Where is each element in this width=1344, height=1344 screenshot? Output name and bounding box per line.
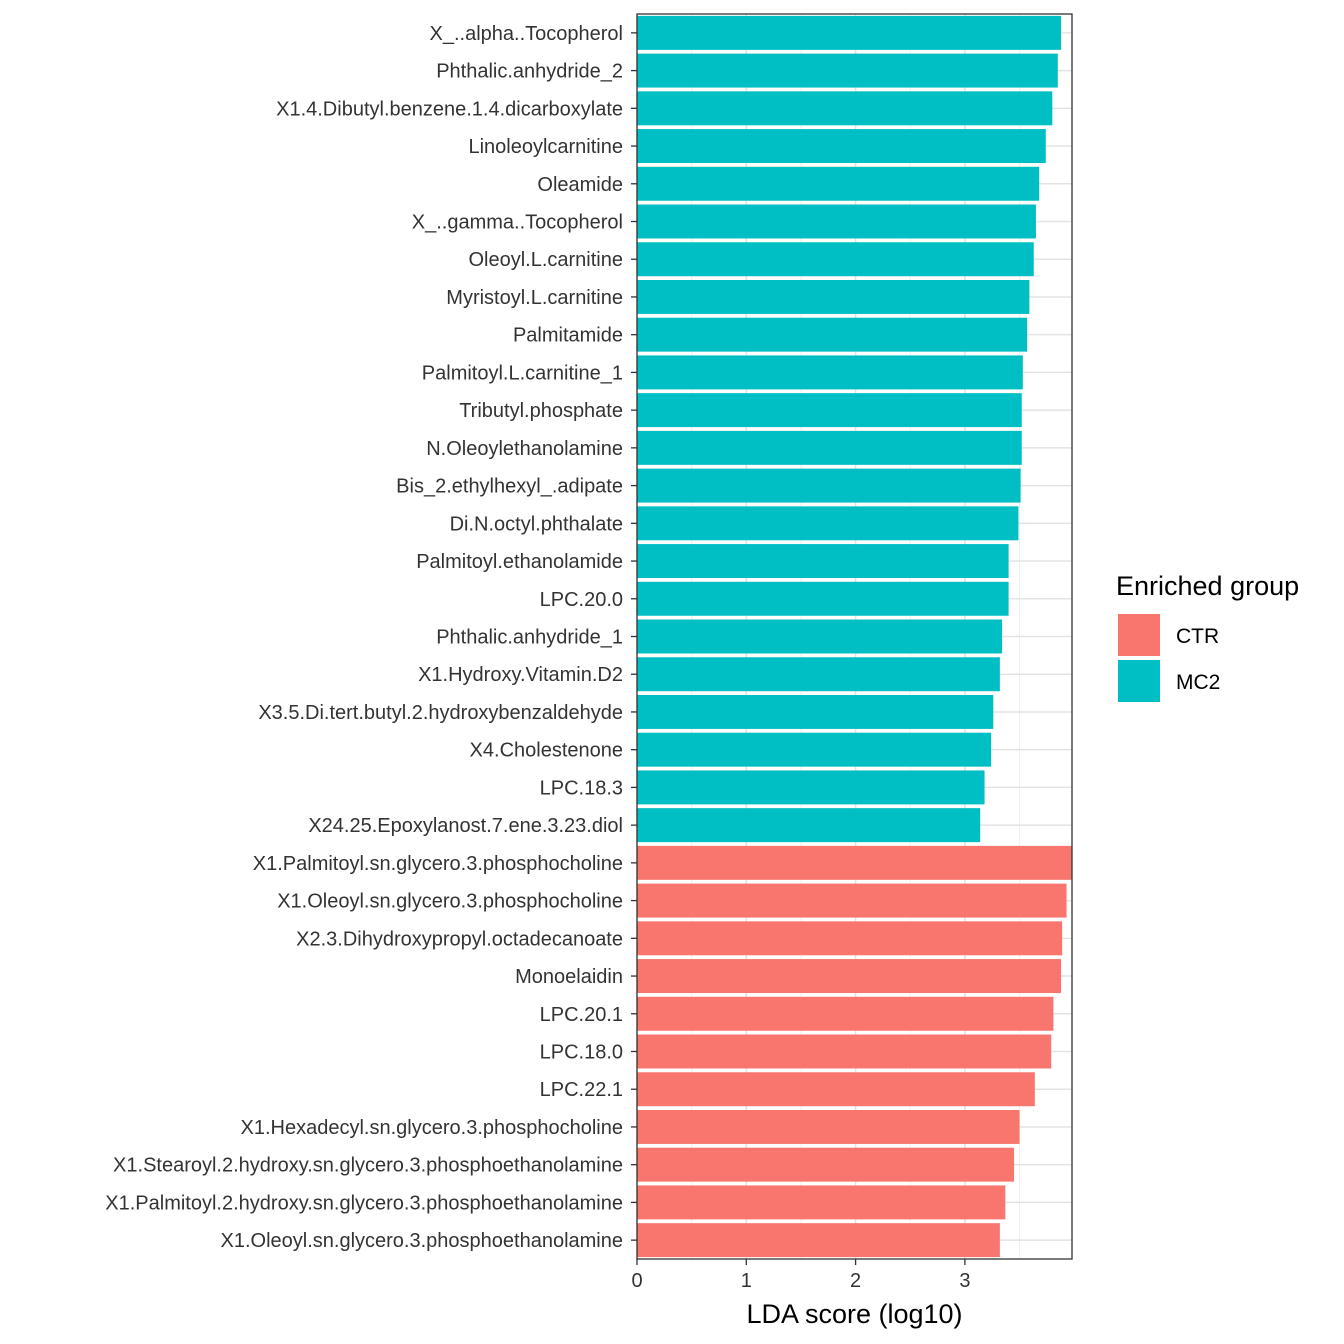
y-tick-label: X1.Oleoyl.sn.glycero.3.phosphoethanolami…: [221, 1230, 623, 1252]
bar-mc2: [637, 581, 1009, 616]
y-tick-label: X_..alpha..Tocopherol: [430, 23, 623, 45]
bar-ctr: [637, 921, 1063, 956]
legend-label-mc2: MC2: [1176, 671, 1220, 694]
bar-mc2: [637, 506, 1019, 541]
y-tick-label: Linoleoylcarnitine: [468, 136, 623, 158]
bar-mc2: [637, 317, 1028, 352]
bar-ctr: [637, 959, 1062, 994]
y-tick-label: Oleoyl.L.carnitine: [468, 249, 623, 271]
bar-mc2: [637, 279, 1030, 314]
bar-mc2: [637, 657, 1000, 692]
bars-layer: [637, 15, 1072, 1258]
y-tick-label: Oleamide: [537, 174, 623, 196]
bar-ctr: [637, 1185, 1006, 1220]
legend: Enriched group CTR MC2: [1116, 571, 1299, 702]
bar-ctr: [637, 1034, 1052, 1069]
bar-mc2: [637, 166, 1040, 201]
y-tick-label: LPC.18.0: [540, 1042, 623, 1064]
bar-mc2: [637, 355, 1023, 390]
y-tick-label: LPC.20.1: [540, 1004, 623, 1026]
x-axis-title: LDA score (log10): [746, 1299, 962, 1329]
y-tick-label: Palmitoyl.ethanolamide: [416, 551, 623, 573]
x-axis: 0 1 2 3: [631, 1259, 970, 1292]
y-tick-label: Phthalic.anhydride_1: [436, 627, 623, 649]
bar-mc2: [637, 544, 1009, 579]
bar-ctr: [637, 996, 1054, 1031]
bar-mc2: [637, 468, 1021, 503]
y-tick-label: X1.4.Dibutyl.benzene.1.4.dicarboxylate: [276, 98, 623, 120]
y-tick-label: LPC.22.1: [540, 1079, 623, 1101]
bar-ctr: [637, 1109, 1020, 1144]
bar-mc2: [637, 242, 1034, 277]
legend-title: Enriched group: [1116, 571, 1299, 601]
bar-mc2: [637, 129, 1046, 164]
y-tick-label: X1.Hexadecyl.sn.glycero.3.phosphocholine: [241, 1117, 623, 1139]
x-tick-label: 0: [631, 1270, 642, 1292]
x-tick-label: 2: [850, 1270, 861, 1292]
x-tick-label: 3: [959, 1270, 970, 1292]
bar-ctr: [637, 883, 1067, 918]
y-tick-label: X24.25.Epoxylanost.7.ene.3.23.diol: [308, 815, 623, 837]
y-tick-label: X4.Cholestenone: [470, 740, 623, 762]
y-tick-label: X_..gamma..Tocopherol: [412, 212, 623, 234]
bar-mc2: [637, 430, 1022, 465]
bar-ctr: [637, 1147, 1015, 1182]
y-tick-label: X1.Oleoyl.sn.glycero.3.phosphocholine: [277, 891, 623, 913]
legend-label-ctr: CTR: [1176, 625, 1219, 648]
bar-mc2: [637, 732, 992, 767]
y-tick-label: X1.Palmitoyl.2.hydroxy.sn.glycero.3.phos…: [105, 1192, 623, 1214]
y-tick-label: N.Oleoylethanolamine: [426, 438, 623, 460]
y-tick-label: X1.Stearoyl.2.hydroxy.sn.glycero.3.phosp…: [113, 1155, 623, 1177]
y-tick-label: Bis_2.ethylhexyl_.adipate: [396, 476, 623, 498]
x-tick-label: 1: [741, 1270, 752, 1292]
y-tick-label: X2.3.Dihydroxypropyl.octadecanoate: [296, 928, 623, 950]
bar-mc2: [637, 808, 981, 843]
bar-mc2: [637, 393, 1022, 428]
bar-mc2: [637, 204, 1036, 239]
bar-mc2: [637, 15, 1062, 50]
bar-mc2: [637, 619, 1003, 654]
y-tick-label: X1.Palmitoyl.sn.glycero.3.phosphocholine: [253, 853, 623, 875]
bar-mc2: [637, 53, 1058, 88]
bar-ctr: [637, 1223, 1000, 1258]
y-tick-label: Di.N.octyl.phthalate: [450, 513, 623, 535]
y-axis-ticks: [631, 32, 637, 1241]
bar-mc2: [637, 91, 1053, 126]
y-tick-label: LPC.18.3: [540, 777, 623, 799]
y-tick-label: Monoelaidin: [515, 966, 623, 988]
y-tick-label: X3.5.Di.tert.butyl.2.hydroxybenzaldehyde: [258, 702, 623, 724]
bar-mc2: [637, 770, 985, 805]
y-tick-label: Myristoyl.L.carnitine: [446, 287, 623, 309]
y-tick-label: Tributyl.phosphate: [459, 400, 623, 422]
y-axis-labels: X_..alpha..Tocopherol Phthalic.anhydride_…: [105, 23, 623, 1252]
y-tick-label: LPC.20.0: [540, 589, 623, 611]
bar-ctr: [637, 845, 1072, 880]
bar-ctr: [637, 1072, 1035, 1107]
legend-key-ctr: [1118, 614, 1160, 656]
y-tick-label: Phthalic.anhydride_2: [436, 61, 623, 83]
y-tick-label: Palmitoyl.L.carnitine_1: [422, 362, 623, 384]
legend-key-mc2: [1118, 660, 1160, 702]
y-tick-label: X1.Hydroxy.Vitamin.D2: [418, 664, 623, 686]
bar-mc2: [637, 694, 994, 729]
y-tick-label: Palmitamide: [513, 325, 623, 347]
